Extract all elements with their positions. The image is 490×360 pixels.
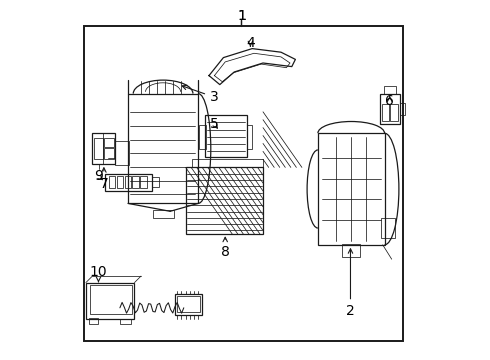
Bar [380,94,400,124]
Bar [90,285,132,314]
Text: 6: 6 [385,94,394,108]
Bar [105,174,152,191]
Bar [116,141,129,165]
Text: 10: 10 [90,265,107,282]
Text: 1: 1 [237,9,246,23]
Bar [104,138,114,147]
Bar [140,176,147,188]
Bar [382,104,390,121]
Bar [94,138,103,159]
Text: 9: 9 [94,170,103,183]
Bar [117,176,123,188]
Bar [92,133,116,164]
Bar [86,283,134,319]
Bar [128,94,198,203]
Bar [175,294,202,315]
Bar [390,104,398,121]
Text: 3: 3 [182,85,219,104]
Bar [120,319,131,324]
Bar [176,296,200,312]
Text: 7: 7 [99,168,108,190]
Bar [199,125,206,149]
Bar [104,148,114,159]
Bar [186,167,263,234]
Bar [342,244,360,257]
Text: 1: 1 [237,9,246,23]
Bar [318,133,385,245]
Bar [109,176,115,188]
Bar [124,176,131,188]
Bar [84,26,403,341]
Text: 5: 5 [210,117,219,131]
Text: 4: 4 [246,36,255,50]
Bar [381,218,395,238]
Bar [90,318,98,324]
Bar [152,210,173,218]
Bar [384,86,396,94]
Bar [152,177,159,187]
Bar [132,176,139,188]
Bar [400,103,405,115]
Text: 2: 2 [346,249,355,318]
Bar [247,125,252,149]
Text: 8: 8 [221,237,230,259]
Bar [192,159,263,167]
Bar [205,115,247,157]
